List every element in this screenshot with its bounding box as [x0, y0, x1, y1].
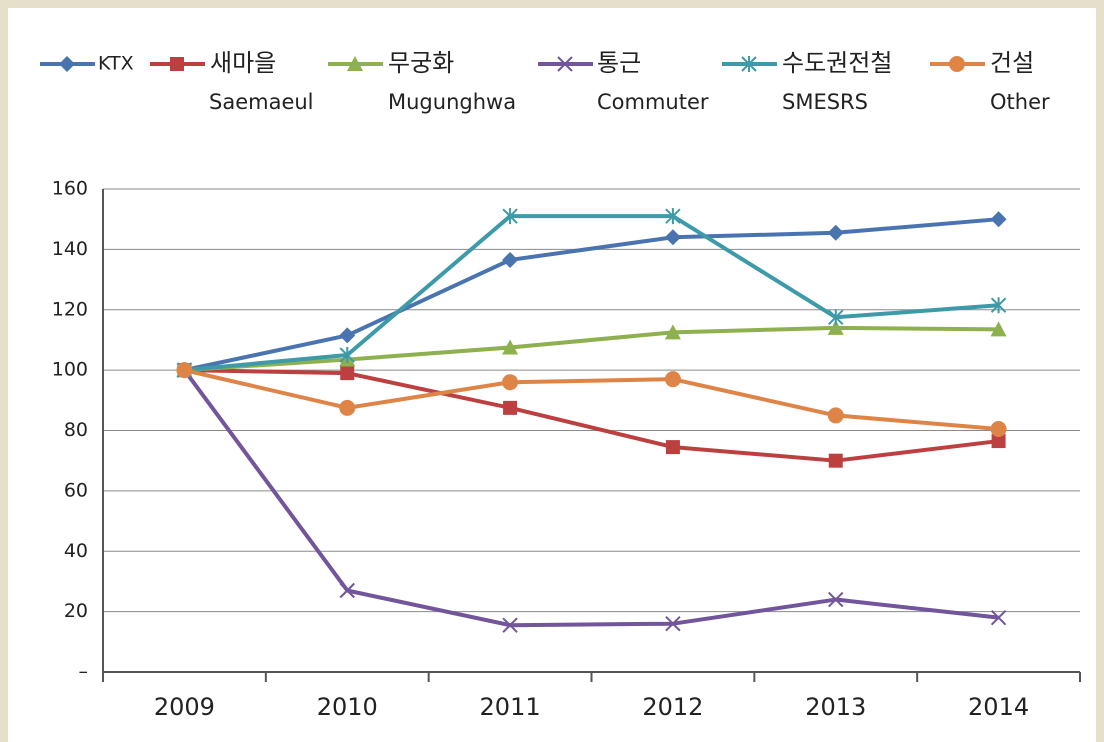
marker — [741, 56, 757, 72]
legend-sublabel: SMESRS — [782, 90, 868, 114]
x-tick-label: 2011 — [480, 693, 541, 721]
legend-item: 무궁화 Mugunghwa — [328, 49, 516, 114]
marker — [990, 609, 1007, 626]
legend-label: 건설 — [990, 49, 1034, 77]
legend-sublabel: Other — [990, 90, 1050, 114]
legend-label: 새마을 — [210, 49, 276, 77]
y-tick-label: 140 — [52, 238, 88, 260]
legend-item: 건설 Other — [930, 49, 1050, 114]
marker — [828, 309, 844, 326]
marker — [347, 56, 363, 71]
y-tick-label: 40 — [64, 540, 88, 562]
y-tick-label: 80 — [64, 419, 88, 441]
legend-item: KTX — [40, 53, 134, 75]
marker — [665, 208, 681, 225]
series-line — [183, 368, 999, 431]
series-line — [184, 214, 999, 373]
y-tick-label: 160 — [52, 178, 88, 200]
x-tick-label: 2012 — [642, 693, 703, 721]
marker — [339, 347, 355, 364]
marker — [503, 400, 518, 415]
marker — [170, 57, 184, 71]
marker — [339, 582, 355, 599]
legend-label: KTX — [98, 53, 134, 75]
marker — [990, 297, 1007, 314]
legend-label: 수도권전철 — [782, 49, 892, 77]
legend-sublabel: Mugunghwa — [388, 90, 516, 114]
marker — [664, 229, 681, 246]
marker — [991, 434, 1006, 449]
marker — [502, 339, 519, 355]
y-tick-label: 100 — [52, 359, 88, 381]
marker — [502, 251, 519, 268]
series-line — [184, 325, 999, 373]
marker — [339, 327, 356, 344]
marker — [59, 56, 75, 72]
marker — [557, 56, 573, 72]
x-tick-label: 2013 — [805, 693, 866, 721]
marker — [502, 374, 519, 391]
marker — [828, 591, 844, 608]
legend-label: 통근 — [597, 49, 641, 77]
marker — [339, 399, 356, 416]
y-tick-label: 60 — [64, 479, 88, 501]
y-tick-label: 120 — [52, 298, 88, 320]
legend-sublabel: Commuter — [597, 90, 709, 114]
legend-item: 통근 Commuter — [538, 49, 709, 114]
marker — [664, 324, 681, 340]
marker — [990, 321, 1007, 337]
marker — [340, 366, 355, 381]
legend-item: 수도권전철 SMESRS — [722, 49, 892, 114]
series-line — [184, 368, 999, 463]
marker — [990, 211, 1007, 228]
y-tick-label: – — [79, 661, 89, 683]
marker — [664, 371, 681, 388]
marker — [827, 319, 844, 335]
marker — [949, 56, 965, 72]
marker — [828, 453, 843, 468]
legend-label: 무궁화 — [388, 49, 454, 77]
series-line — [182, 368, 999, 628]
marker — [827, 407, 844, 424]
marker — [176, 362, 193, 379]
marker — [665, 440, 680, 455]
series-line — [183, 217, 999, 373]
marker — [665, 615, 681, 632]
marker — [990, 420, 1007, 437]
y-tick-label: 20 — [64, 600, 88, 622]
marker — [502, 208, 518, 225]
marker — [502, 617, 518, 633]
x-tick-label: 2010 — [317, 693, 378, 721]
legend-sublabel: Saemaeul — [209, 90, 314, 114]
x-tick-label: 2014 — [968, 693, 1029, 721]
legend-item: 새마을 Saemaeul — [150, 49, 314, 114]
x-tick-label: 2009 — [154, 693, 215, 721]
marker — [827, 224, 844, 241]
panel — [8, 8, 1096, 742]
